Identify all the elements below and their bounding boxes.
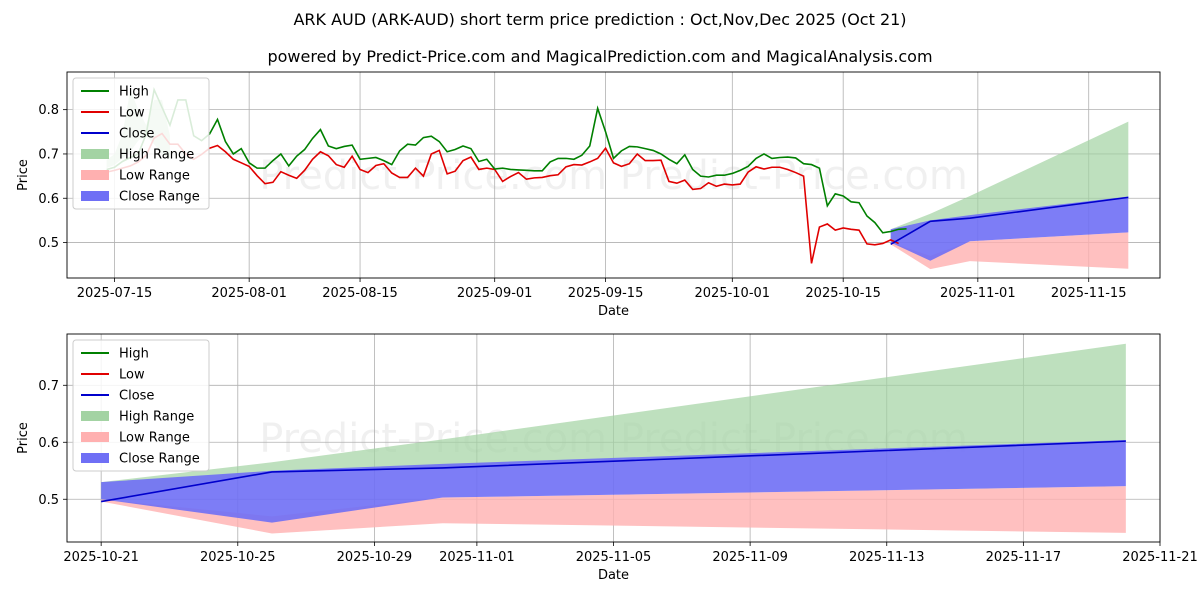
- x-tick-label: 2025-09-15: [568, 286, 644, 301]
- plot-area: [101, 343, 1126, 534]
- close-range-band: [890, 196, 1129, 261]
- y-tick-label: 0.5: [38, 493, 59, 508]
- legend-close-range-label: Close Range: [119, 190, 200, 205]
- plot-frame: [66, 333, 1161, 543]
- x-tick-label: 2025-10-01: [695, 286, 771, 301]
- x-tick-label: 2025-11-01: [439, 550, 515, 565]
- high-series-line: [106, 87, 907, 234]
- x-axis-label: Date: [598, 304, 629, 319]
- y-tick-label: 0.6: [38, 436, 59, 451]
- legend-close-range-label: Close Range: [119, 452, 200, 467]
- y-tick-label: 0.8: [38, 103, 59, 118]
- legend-high-range-label: High Range: [119, 410, 194, 425]
- legend-close-label: Close: [119, 389, 154, 404]
- low-range-band: [101, 486, 1126, 534]
- high-range-band: [101, 343, 1126, 502]
- legend-close-range-swatch: [81, 453, 109, 463]
- x-axis-label: Date: [598, 568, 629, 583]
- x-tick-label: 2025-09-01: [457, 286, 533, 301]
- x-tick-label: 2025-11-21: [1122, 550, 1198, 565]
- legend-close-label: Close: [119, 127, 154, 142]
- legend-low-range-label: Low Range: [119, 431, 190, 446]
- legend-low-label: Low: [119, 106, 145, 121]
- y-axis-label: Price: [16, 159, 31, 191]
- y-axis-label: Price: [16, 422, 31, 454]
- chart-subtitle: powered by Predict-Price.com and Magical…: [267, 47, 932, 66]
- x-tick-label: 2025-11-17: [986, 550, 1062, 565]
- legend-high-range-label: High Range: [119, 148, 194, 163]
- legend-high-label: High: [119, 347, 149, 362]
- x-tick-label: 2025-11-05: [576, 550, 652, 565]
- x-tick-label: 2025-10-29: [337, 550, 413, 565]
- close-range-band: [101, 439, 1126, 523]
- x-tick-label: 2025-11-15: [1051, 286, 1127, 301]
- y-tick-label: 0.7: [38, 379, 59, 394]
- x-tick-label: 2025-10-15: [805, 286, 881, 301]
- legend-low-label: Low: [119, 368, 145, 383]
- forecast-detail-panel: Predict-Price.com Predict-Price.com2025-…: [16, 333, 1198, 583]
- high-range-band: [890, 121, 1129, 245]
- legend-high-range-swatch: [81, 411, 109, 421]
- y-tick-label: 0.7: [38, 147, 59, 162]
- overview-panel: Predict-Price.com Predict-Price.com 2025-…: [16, 71, 1161, 319]
- close-forecast-line: [890, 196, 1129, 246]
- legend-close-range-swatch: [81, 191, 109, 201]
- x-tick-label: 2025-08-01: [211, 286, 287, 301]
- y-tick-label: 0.6: [38, 192, 59, 207]
- legend-high-label: High: [119, 85, 149, 100]
- legend-low-range-label: Low Range: [119, 169, 190, 184]
- legend-low-range-swatch: [81, 432, 109, 442]
- chart-title: ARK AUD (ARK-AUD) short term price predi…: [293, 10, 906, 29]
- x-tick-label: 2025-11-13: [849, 550, 925, 565]
- x-tick-label: 2025-10-21: [63, 550, 139, 565]
- x-tick-label: 2025-08-15: [322, 286, 398, 301]
- legend-low-range-swatch: [81, 170, 109, 180]
- close-forecast-line: [101, 440, 1126, 503]
- low-range-band: [890, 232, 1129, 270]
- x-tick-label: 2025-11-01: [940, 286, 1016, 301]
- x-tick-label: 2025-10-25: [200, 550, 276, 565]
- x-tick-label: 2025-11-09: [712, 550, 788, 565]
- watermark-text: Predict-Price.com Predict-Price.com: [259, 153, 968, 199]
- y-tick-label: 0.5: [38, 236, 59, 251]
- x-tick-label: 2025-07-15: [77, 286, 153, 301]
- plot-frame: [66, 71, 1161, 279]
- legend-high-range-swatch: [81, 149, 109, 159]
- low-series-line: [106, 132, 899, 264]
